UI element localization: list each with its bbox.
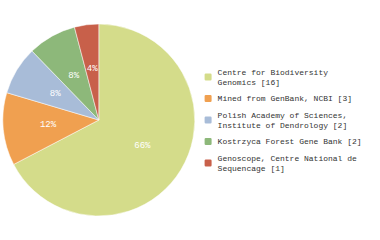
- svg-text:12%: 12%: [40, 120, 57, 130]
- svg-text:66%: 66%: [134, 141, 151, 151]
- svg-text:Kostrzyca Forest Gene Bank [2]: Kostrzyca Forest Gene Bank [2]: [218, 137, 362, 146]
- svg-text:8%: 8%: [50, 89, 61, 99]
- svg-text:8%: 8%: [68, 71, 79, 81]
- svg-text:Institute of Dendrology [2]: Institute of Dendrology [2]: [218, 121, 348, 130]
- svg-text:4%: 4%: [87, 64, 98, 74]
- svg-text:Genoscope, Centre National de: Genoscope, Centre National de: [218, 154, 357, 163]
- svg-text:Genomics [16]: Genomics [16]: [218, 78, 280, 87]
- svg-text:Mined from GenBank, NCBI [3]: Mined from GenBank, NCBI [3]: [218, 94, 352, 103]
- svg-text:Centre for Biodiversity: Centre for Biodiversity: [218, 68, 329, 77]
- svg-text:Polish Academy of Sciences,: Polish Academy of Sciences,: [218, 111, 348, 120]
- svg-text:Sequencage [1]: Sequencage [1]: [218, 164, 285, 173]
